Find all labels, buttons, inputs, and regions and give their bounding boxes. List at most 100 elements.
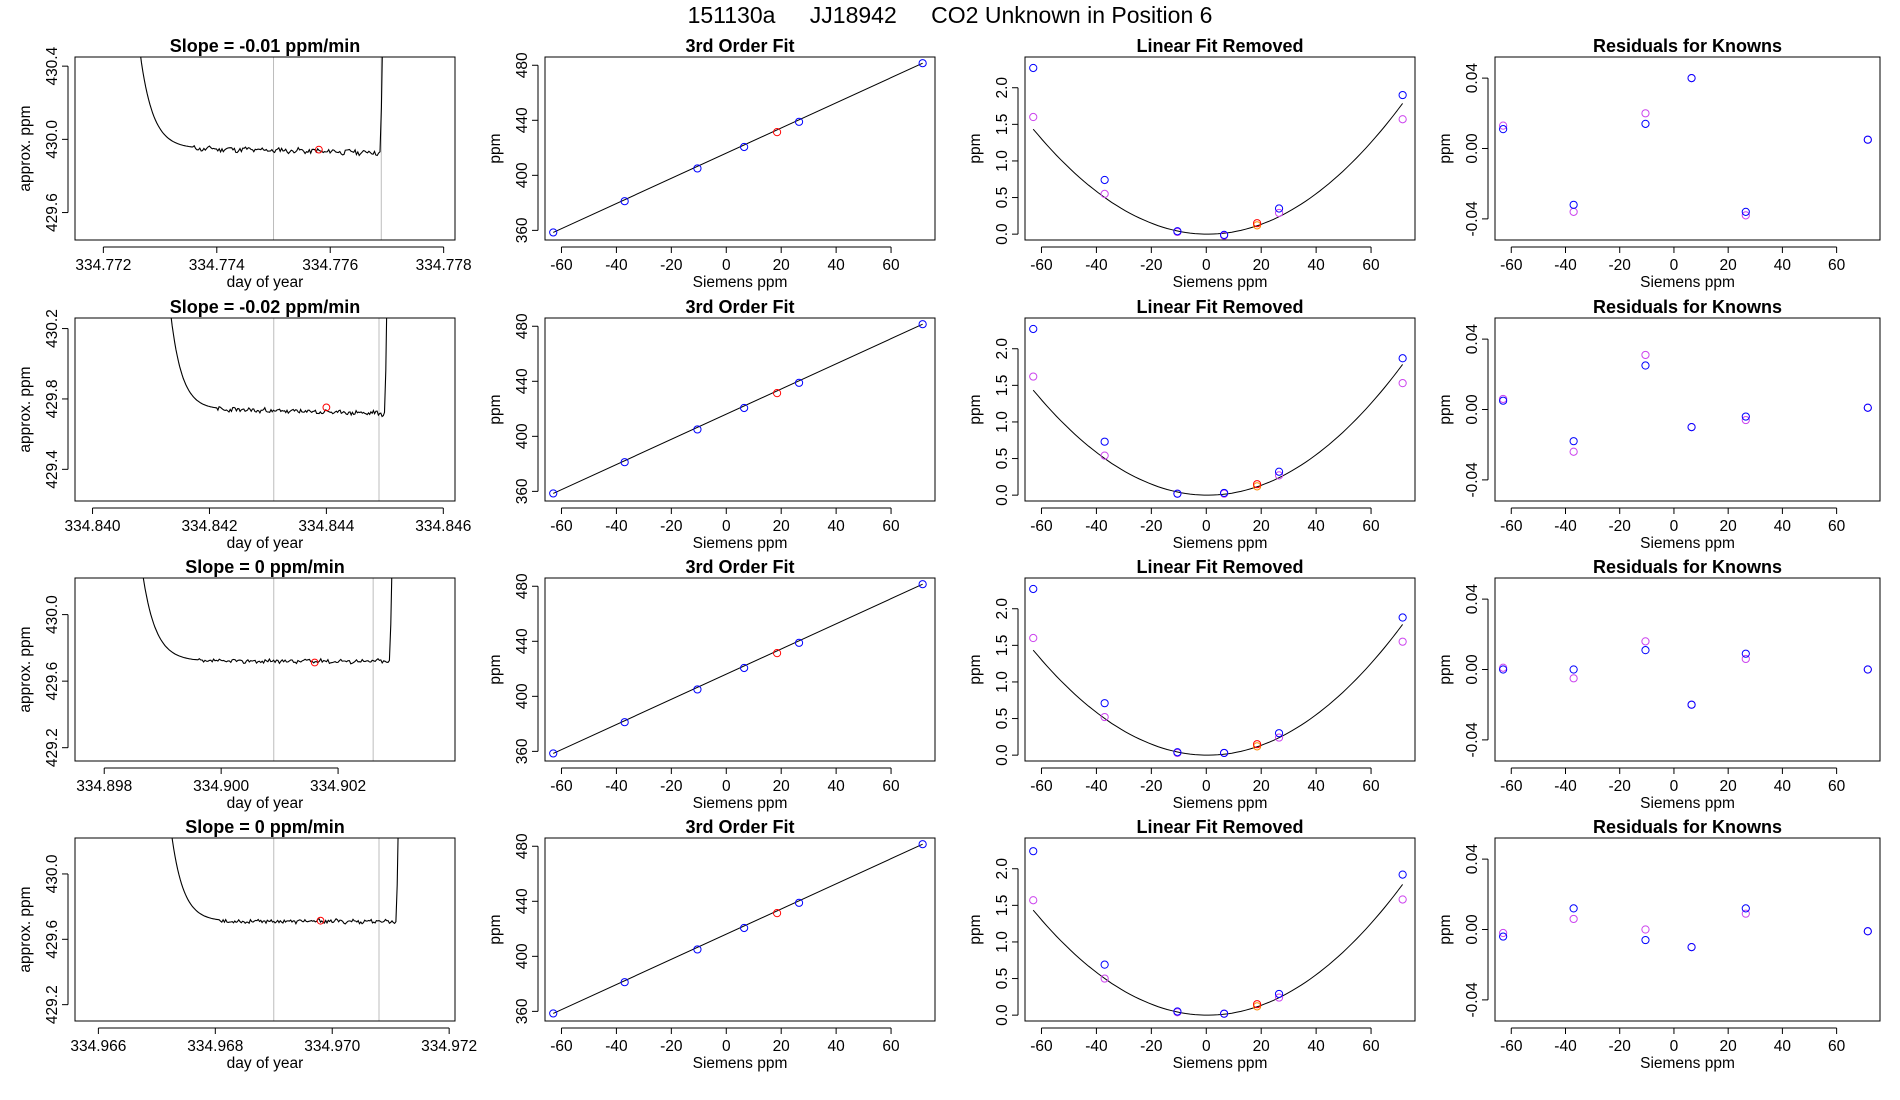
x-axis-label: day of year: [227, 274, 304, 291]
known-removed-point: [1499, 663, 1508, 672]
x-tick-label: -40: [605, 778, 628, 795]
y-tick-label: 2.0: [994, 77, 1011, 99]
y-tick-label: 440: [514, 368, 531, 394]
known-point: [918, 59, 927, 68]
x-tick-label: 334.842: [181, 518, 237, 535]
known-removed-point: [1100, 451, 1109, 460]
panel-r2-c4: Residuals for Knowns -60 -40 -20 0 20 40 60 Siem…: [1437, 297, 1881, 552]
x-tick-label: 40: [1308, 257, 1326, 274]
known-removed-point: [1741, 654, 1750, 664]
known-point: [1398, 354, 1407, 363]
plot-area: [549, 840, 927, 1018]
y-tick-label: 430.0: [44, 854, 61, 893]
y-axis-label: ppm: [487, 394, 504, 424]
unknown-point: [1252, 740, 1262, 749]
x-tick-label: -20: [660, 518, 683, 535]
known-point: [1173, 1007, 1182, 1016]
x-tick-label: 334.776: [302, 257, 358, 274]
y-axis: -0.04 0.00 0.04 ppm: [1437, 324, 1489, 498]
known-point: [549, 228, 558, 237]
plot-frame: [544, 837, 936, 1022]
x-tick-label: -40: [1554, 1038, 1577, 1055]
y-axis-label: ppm: [487, 654, 504, 684]
known-point: [1274, 989, 1284, 999]
y-tick-label: 429.8: [44, 380, 61, 419]
known-removed-point: [1029, 633, 1038, 643]
x-tick-label: 40: [828, 1038, 846, 1055]
y-axis-label: ppm: [487, 914, 504, 944]
panel-title: Residuals for Knowns: [1593, 297, 1782, 317]
x-tick-label: 40: [1774, 518, 1792, 535]
x-tick-label: 334.774: [189, 257, 245, 274]
x-tick-label: 60: [1828, 518, 1846, 535]
y-tick-label: 429.2: [44, 985, 61, 1024]
plot-area: [549, 59, 927, 237]
x-tick-label: -20: [1609, 778, 1632, 795]
known-point: [1687, 422, 1696, 432]
panel-title: Linear Fit Removed: [1136, 557, 1303, 577]
unknown-removed-point: [1252, 482, 1262, 491]
plot-frame: [1494, 837, 1881, 1022]
known-point: [1499, 665, 1508, 674]
known-point: [620, 718, 629, 727]
known-point: [1641, 646, 1650, 655]
known-removed-point: [1641, 109, 1650, 118]
plot-frame: [1494, 56, 1881, 241]
x-axis-label: Siemens ppm: [693, 274, 788, 291]
fit-line: [553, 583, 923, 754]
known-removed-point: [1569, 207, 1578, 216]
fit-line: [553, 843, 923, 1014]
known-point: [1641, 119, 1650, 128]
plot-area: [1499, 637, 1872, 709]
y-tick-label: 360: [514, 998, 531, 1024]
unknown-removed-point: [1252, 221, 1262, 230]
y-axis-label: ppm: [1437, 394, 1454, 424]
y-tick-label: 0.00: [1464, 133, 1481, 164]
y-axis-label: approx. ppm: [17, 366, 34, 452]
known-point: [740, 403, 749, 413]
x-tick-label: -40: [605, 1038, 628, 1055]
known-point: [1220, 488, 1229, 498]
x-tick-label: -60: [1030, 1038, 1053, 1055]
known-point: [1863, 403, 1872, 412]
panel-title: Linear Fit Removed: [1136, 297, 1303, 317]
tank-id: JJ18942: [809, 2, 897, 28]
known-point: [1220, 230, 1229, 239]
y-tick-label: 480: [514, 833, 531, 859]
known-point: [1687, 74, 1696, 83]
y-tick-label: 429.6: [44, 920, 61, 959]
known-point: [1863, 927, 1872, 936]
x-axis: 334.966 334.968 334.970 334.972 day of year: [70, 1027, 477, 1072]
y-tick-label: 0.5: [994, 968, 1011, 990]
known-point: [1029, 847, 1038, 856]
x-tick-label: -20: [1140, 257, 1163, 274]
known-point: [1741, 207, 1750, 216]
x-tick-label: 334.898: [76, 778, 132, 795]
ppm-trace: [140, 57, 383, 157]
panel-r4-c4: Residuals for Knowns -60 -40 -20 0 20 40 60 Siem…: [1437, 817, 1881, 1072]
known-point: [918, 580, 927, 589]
x-tick-label: 334.840: [65, 518, 121, 535]
x-tick-label: 334.846: [415, 518, 471, 535]
known-point: [693, 685, 702, 694]
run-description: CO2 Unknown in Position 6: [931, 2, 1213, 28]
known-point: [1398, 90, 1407, 100]
panel-title: Slope = -0.01 ppm/min: [170, 36, 361, 56]
x-axis-label: Siemens ppm: [1640, 1055, 1735, 1072]
known-removed-point: [1569, 914, 1578, 924]
x-tick-label: 40: [828, 518, 846, 535]
x-tick-label: -60: [550, 518, 573, 535]
x-tick-label: 0: [1202, 1038, 1211, 1055]
x-tick-label: 334.972: [421, 1038, 477, 1055]
panel-title: 3rd Order Fit: [685, 36, 794, 56]
x-axis: -60 -40 -20 0 20 40 60 Siemens ppm: [1500, 246, 1846, 291]
x-tick-label: 60: [1828, 1038, 1846, 1055]
known-removed-point: [1274, 993, 1284, 1002]
y-tick-label: 400: [514, 423, 531, 449]
y-tick-label: 480: [514, 52, 531, 78]
known-point: [1173, 227, 1182, 236]
x-tick-label: 60: [882, 1038, 900, 1055]
panel-title: Residuals for Knowns: [1593, 36, 1782, 56]
run-id: 151130a: [687, 2, 776, 28]
